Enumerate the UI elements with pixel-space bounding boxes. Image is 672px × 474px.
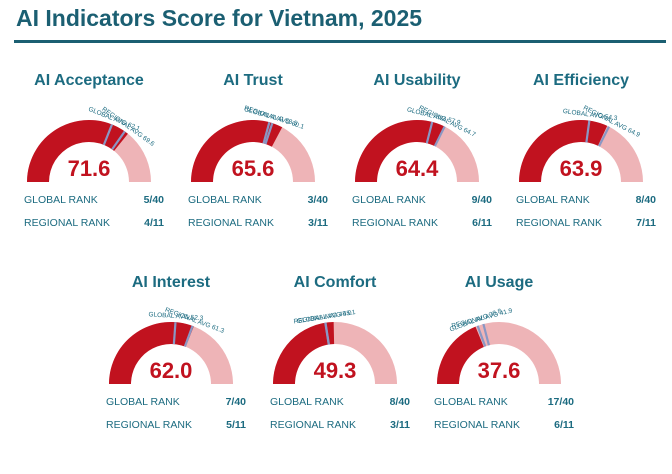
gauge-card-ai-usage: AI Usage GLOBAL AVG 38.8 REGIONAL AVG 41.9… xyxy=(424,274,584,474)
gauge-score-value: 63.9 xyxy=(559,156,603,181)
rank-value: 5/11 xyxy=(226,419,246,431)
rank-label: REGIONAL RANK xyxy=(24,217,110,229)
rank-label: REGIONAL RANK xyxy=(106,419,192,431)
rank-label: REGIONAL RANK xyxy=(352,217,438,229)
gauge-title: AI Usability xyxy=(373,72,461,89)
rank-value: 6/11 xyxy=(554,419,574,431)
global-avg-marker xyxy=(425,121,434,144)
rank-label: GLOBAL RANK xyxy=(24,194,98,206)
gauge-score-value: 37.6 xyxy=(477,358,521,383)
rank-value: 7/11 xyxy=(636,217,656,229)
rank-label: GLOBAL RANK xyxy=(188,194,262,206)
rank-label: REGIONAL RANK xyxy=(270,419,356,431)
gauge-card-ai-comfort: AI Comfort GLOBAL AVG 45.0 REGIONAL AVG 45… xyxy=(260,274,420,474)
rank-value: 3/40 xyxy=(307,194,328,206)
gauge-score-value: 64.4 xyxy=(395,156,439,181)
global-avg-marker xyxy=(102,124,114,146)
rank-value: 7/40 xyxy=(225,396,246,408)
rank-label: REGIONAL RANK xyxy=(434,419,520,431)
gauge-score-value: 49.3 xyxy=(313,358,357,383)
rank-label: GLOBAL RANK xyxy=(106,396,180,408)
regional-avg-marker xyxy=(598,126,610,147)
rank-label: GLOBAL RANK xyxy=(516,194,590,206)
regional-avg-marker xyxy=(111,130,126,150)
gauge-score-arc xyxy=(191,120,283,182)
gauge-title: AI Usage xyxy=(464,274,534,291)
page-title: AI Indicators Score for Vietnam, 2025 xyxy=(16,5,423,31)
gauge-score-value: 62.0 xyxy=(149,358,193,383)
gauge-score-arc xyxy=(355,120,445,182)
rank-value: 17/40 xyxy=(547,396,574,408)
title-underline xyxy=(14,40,666,43)
global-avg-marker xyxy=(262,121,271,144)
rank-value: 5/40 xyxy=(143,194,164,206)
rank-value: 6/11 xyxy=(472,217,492,229)
rank-value: 3/11 xyxy=(390,419,410,431)
rank-value: 8/40 xyxy=(389,396,410,408)
gauge-score-arc xyxy=(437,326,484,384)
gauge-score-value: 65.6 xyxy=(231,156,275,181)
gauge-card-ai-efficiency: AI Efficiency GLOBAL AVG 54.3 REGIONAL AVG… xyxy=(506,72,666,272)
regional-avg-marker xyxy=(264,122,274,145)
regional-avg-marker xyxy=(324,322,330,345)
gauge-score-value: 71.6 xyxy=(67,156,111,181)
gauge-title: AI Interest xyxy=(131,274,211,291)
regional-avg-marker xyxy=(482,323,490,346)
rank-label: GLOBAL RANK xyxy=(270,396,344,408)
regional-avg-marker xyxy=(433,126,446,147)
rank-value: 3/11 xyxy=(308,217,328,229)
regional-avg-marker xyxy=(183,325,194,347)
global-avg-label: GLOBAL AVG 52.3 xyxy=(148,311,204,322)
rank-label: GLOBAL RANK xyxy=(434,396,508,408)
gauge-card-ai-interest: AI Interest GLOBAL AVG 52.3 REGIONAL AVG 6… xyxy=(96,274,256,474)
global-avg-marker xyxy=(585,120,591,143)
gauge-score-arc xyxy=(519,120,608,182)
rank-value: 8/40 xyxy=(635,194,656,206)
gauge-title: AI Acceptance xyxy=(34,72,144,89)
rank-value: 9/40 xyxy=(471,194,492,206)
rank-value: 4/11 xyxy=(144,217,164,229)
rank-label: GLOBAL RANK xyxy=(352,194,426,206)
gauge-title: AI Trust xyxy=(223,72,283,89)
gauge-score-arc xyxy=(27,120,128,182)
gauge-score-arc xyxy=(273,322,335,384)
gauge-title: AI Comfort xyxy=(293,274,377,291)
gauge-score-arc xyxy=(109,321,194,384)
global-avg-marker xyxy=(476,325,487,347)
rank-label: REGIONAL RANK xyxy=(516,217,602,229)
gauge-card-ai-acceptance: AI Acceptance GLOBAL AVG 62.1 REGIONAL AVG… xyxy=(14,72,174,272)
global-avg-marker xyxy=(172,322,177,345)
gauge-card-ai-trust: AI Trust GLOBAL AVG 58.5 REGIONAL AVG 60.1… xyxy=(178,72,338,272)
rank-label: REGIONAL RANK xyxy=(188,217,274,229)
gauge-card-ai-usability: AI Usability GLOBAL AVG 57.9 REGIONAL AVG … xyxy=(342,72,502,272)
gauge-title: AI Efficiency xyxy=(532,72,630,89)
